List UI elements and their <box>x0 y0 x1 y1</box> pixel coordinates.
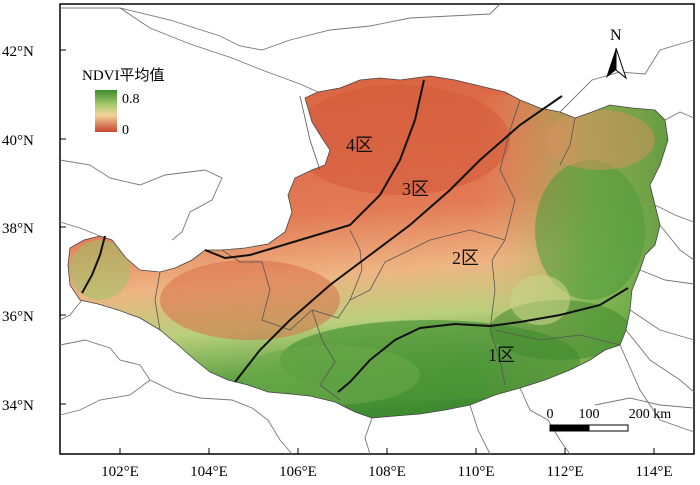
lon-label-104: 104°E <box>190 464 228 480</box>
scale-bar: 0 100 200 km <box>547 407 672 432</box>
zone-label-4: 4区 <box>346 135 373 155</box>
lat-label-34: 34°N <box>2 398 34 414</box>
legend-color-ramp <box>95 90 117 132</box>
scale-label-200: 200 km <box>629 407 672 422</box>
north-arrow-icon <box>606 48 616 78</box>
lat-label-38: 38°N <box>2 221 34 237</box>
zone-label-3: 3区 <box>402 179 429 199</box>
outer-boundaries <box>59 3 695 455</box>
lat-label-40: 40°N <box>2 133 34 149</box>
lat-ticks <box>60 49 66 405</box>
zone-label-2: 2区 <box>452 248 479 268</box>
lat-label-36: 36°N <box>2 309 34 325</box>
lon-label-114: 114°E <box>635 464 672 480</box>
inner-boundaries <box>154 95 621 401</box>
legend: NDVI平均值 0.8 0 <box>82 67 165 138</box>
lon-label-102: 102°E <box>101 464 139 480</box>
lon-label-106: 106°E <box>279 464 317 480</box>
north-arrow: N <box>606 27 628 80</box>
legend-max-label: 0.8 <box>122 92 140 107</box>
zone-label-1: 1区 <box>488 345 515 365</box>
lon-label-110: 110°E <box>457 464 494 480</box>
scale-label-100: 100 <box>579 407 600 422</box>
scale-label-0: 0 <box>547 407 554 422</box>
lon-label-108: 108°E <box>368 464 406 480</box>
lon-label-112: 112°E <box>546 464 583 480</box>
legend-title: NDVI平均值 <box>82 67 165 84</box>
zone-lines <box>81 79 629 393</box>
legend-min-label: 0 <box>122 123 129 138</box>
lon-ticks <box>119 448 655 454</box>
north-arrow-label: N <box>610 27 622 44</box>
lat-label-42: 42°N <box>2 44 34 60</box>
